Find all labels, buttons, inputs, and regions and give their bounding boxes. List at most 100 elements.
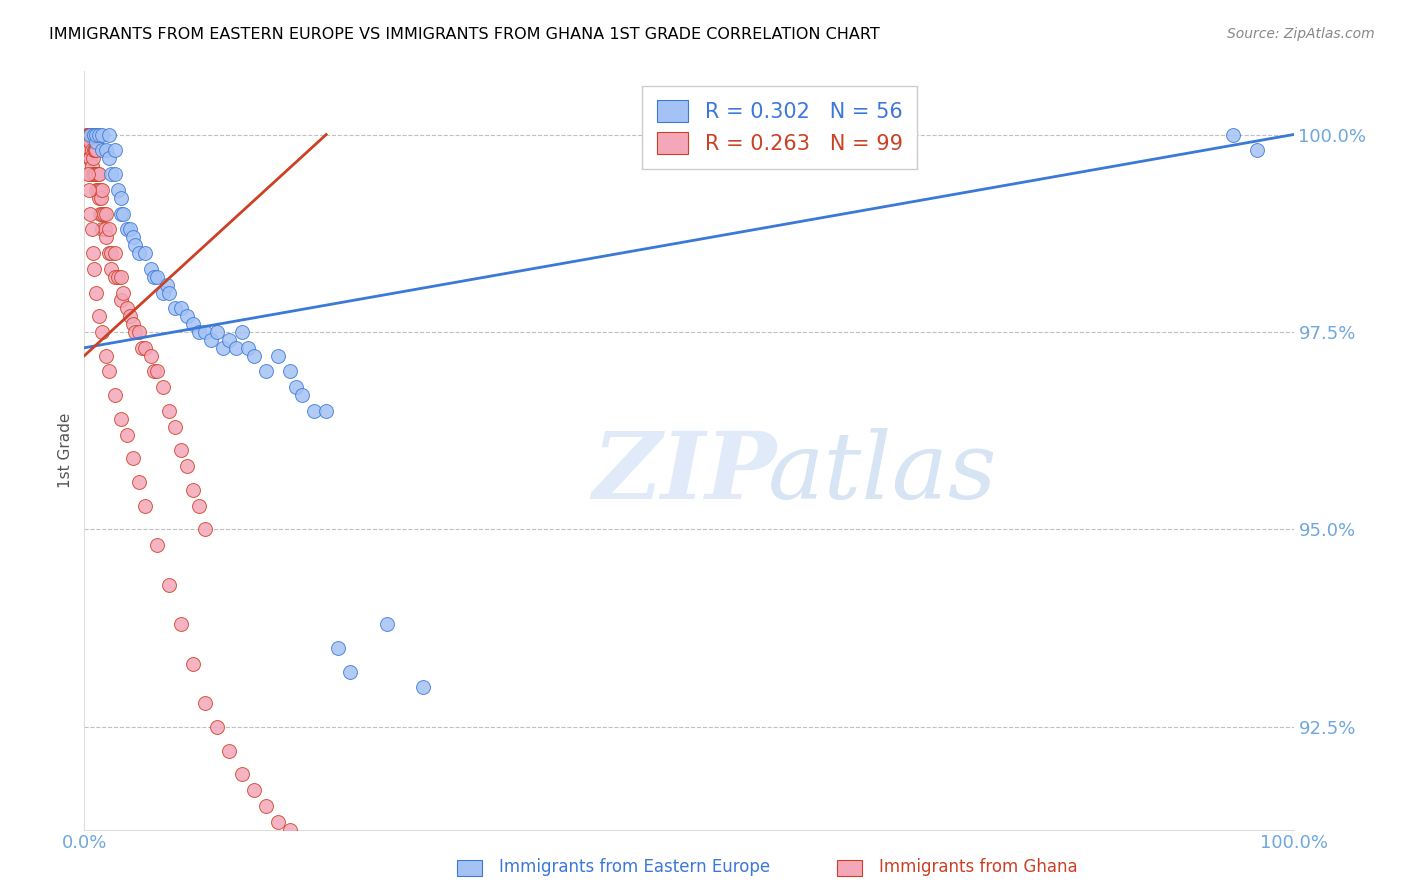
Point bbox=[242, 349, 264, 363]
Point bbox=[77, 144, 100, 158]
Point bbox=[83, 261, 105, 276]
Text: ZIP: ZIP bbox=[592, 428, 776, 518]
Point bbox=[82, 128, 104, 142]
Text: IMMIGRANTS FROM EASTERN EUROPE VS IMMIGRANTS FROM GHANA 1ST GRADE CORRELATION CH: IMMIGRANTS FROM EASTERN EUROPE VS IMMIGR… bbox=[49, 27, 880, 42]
Point bbox=[278, 364, 301, 378]
Y-axis label: 1st Grade: 1st Grade bbox=[58, 413, 73, 488]
Point bbox=[87, 128, 110, 142]
Point bbox=[207, 325, 229, 339]
Point bbox=[188, 325, 211, 339]
Point bbox=[83, 128, 105, 142]
Point bbox=[84, 167, 107, 181]
Point bbox=[77, 128, 100, 142]
Point bbox=[82, 151, 104, 165]
Point bbox=[82, 167, 104, 181]
Point bbox=[89, 206, 111, 220]
Point bbox=[1246, 144, 1268, 158]
Point bbox=[339, 665, 361, 679]
Point bbox=[91, 144, 114, 158]
Point bbox=[80, 144, 103, 158]
Point bbox=[181, 657, 204, 671]
Point bbox=[194, 696, 217, 710]
Point bbox=[97, 246, 120, 260]
Point bbox=[131, 341, 153, 355]
Text: atlas: atlas bbox=[768, 428, 997, 518]
Point bbox=[110, 269, 132, 284]
Point bbox=[86, 183, 108, 197]
Point bbox=[86, 128, 108, 142]
Text: Immigrants from Eastern Europe: Immigrants from Eastern Europe bbox=[499, 858, 770, 876]
Text: Source: ZipAtlas.com: Source: ZipAtlas.com bbox=[1227, 27, 1375, 41]
Text: Immigrants from Ghana: Immigrants from Ghana bbox=[879, 858, 1077, 876]
Point bbox=[83, 167, 105, 181]
Point bbox=[83, 128, 105, 142]
Point bbox=[231, 325, 253, 339]
Point bbox=[315, 404, 337, 418]
Point bbox=[121, 230, 143, 244]
Point bbox=[107, 183, 129, 197]
Point bbox=[218, 333, 240, 347]
Point bbox=[100, 167, 122, 181]
Point bbox=[100, 246, 122, 260]
Point bbox=[77, 144, 100, 158]
Point bbox=[93, 206, 115, 220]
Point bbox=[87, 167, 110, 181]
Legend: R = 0.302   N = 56, R = 0.263   N = 99: R = 0.302 N = 56, R = 0.263 N = 99 bbox=[643, 86, 917, 169]
Point bbox=[77, 167, 100, 181]
Point bbox=[94, 144, 117, 158]
Point bbox=[328, 640, 350, 655]
Point bbox=[80, 128, 103, 142]
Point bbox=[284, 380, 308, 394]
Point bbox=[124, 238, 146, 252]
Point bbox=[87, 191, 110, 205]
Point bbox=[91, 128, 114, 142]
Point bbox=[115, 222, 138, 236]
Point bbox=[291, 388, 314, 402]
Point bbox=[181, 483, 204, 497]
Point bbox=[212, 341, 235, 355]
Point bbox=[254, 798, 277, 813]
Point bbox=[79, 136, 101, 150]
Point bbox=[120, 309, 142, 323]
Point bbox=[83, 144, 105, 158]
Point bbox=[207, 720, 229, 734]
Point bbox=[143, 269, 166, 284]
Point bbox=[77, 128, 100, 142]
Point bbox=[170, 443, 193, 458]
Point bbox=[80, 222, 103, 236]
Point bbox=[155, 277, 177, 292]
Point bbox=[77, 183, 100, 197]
Point bbox=[152, 380, 174, 394]
Point bbox=[87, 309, 110, 323]
Point bbox=[97, 222, 120, 236]
Point bbox=[302, 404, 325, 418]
Point bbox=[104, 269, 127, 284]
Point bbox=[76, 128, 98, 142]
Point bbox=[86, 167, 108, 181]
Point bbox=[375, 617, 398, 632]
Point bbox=[181, 317, 204, 331]
Point bbox=[170, 301, 193, 316]
Point bbox=[278, 822, 301, 837]
Point bbox=[91, 183, 114, 197]
Point bbox=[100, 261, 122, 276]
Point bbox=[165, 301, 187, 316]
Point bbox=[94, 230, 117, 244]
Point bbox=[79, 167, 101, 181]
Point bbox=[79, 128, 101, 142]
Point bbox=[176, 309, 198, 323]
Point bbox=[79, 206, 101, 220]
Point bbox=[146, 538, 169, 552]
Point bbox=[134, 341, 156, 355]
Point bbox=[157, 578, 180, 592]
Point bbox=[110, 293, 132, 308]
Point bbox=[254, 364, 277, 378]
Point bbox=[143, 364, 166, 378]
Point bbox=[146, 269, 169, 284]
Point bbox=[79, 128, 101, 142]
Point bbox=[104, 167, 127, 181]
Point bbox=[94, 349, 117, 363]
Point bbox=[157, 285, 180, 300]
Point bbox=[146, 364, 169, 378]
Point bbox=[97, 151, 120, 165]
